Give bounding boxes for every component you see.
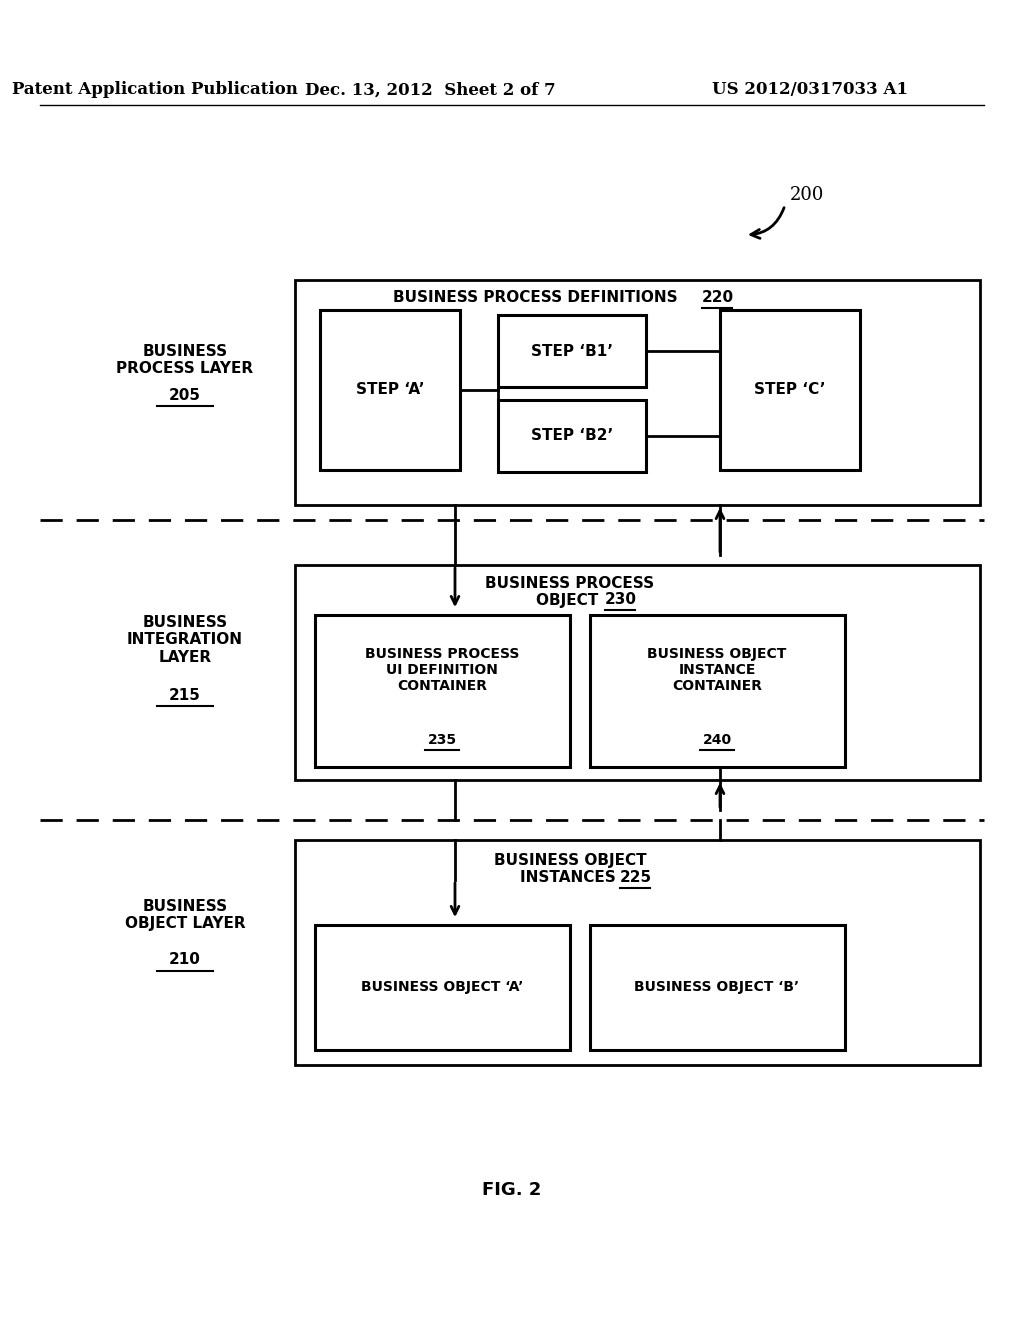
Text: 240: 240 [702, 733, 731, 747]
Text: 215: 215 [169, 688, 201, 702]
Text: INSTANCES: INSTANCES [519, 870, 621, 886]
Text: 225: 225 [620, 870, 652, 886]
Text: STEP ‘B1’: STEP ‘B1’ [531, 343, 613, 359]
Text: US 2012/0317033 A1: US 2012/0317033 A1 [712, 82, 908, 99]
Bar [315, 615, 570, 767]
Text: BUSINESS
OBJECT LAYER: BUSINESS OBJECT LAYER [125, 899, 246, 931]
Bar [498, 400, 646, 473]
Text: BUSINESS PROCESS: BUSINESS PROCESS [485, 576, 654, 590]
Text: BUSINESS OBJECT ‘B’: BUSINESS OBJECT ‘B’ [635, 979, 800, 994]
Text: BUSINESS PROCESS
UI DEFINITION
CONTAINER: BUSINESS PROCESS UI DEFINITION CONTAINER [365, 647, 519, 693]
Bar [590, 615, 845, 767]
Text: Dec. 13, 2012  Sheet 2 of 7: Dec. 13, 2012 Sheet 2 of 7 [305, 82, 555, 99]
Text: 230: 230 [605, 593, 637, 607]
Text: BUSINESS
INTEGRATION
LAYER: BUSINESS INTEGRATION LAYER [127, 615, 243, 665]
Text: 205: 205 [169, 388, 201, 403]
Text: BUSINESS OBJECT ‘A’: BUSINESS OBJECT ‘A’ [360, 979, 523, 994]
Text: STEP ‘C’: STEP ‘C’ [755, 383, 825, 397]
Bar [295, 565, 980, 780]
Text: 235: 235 [427, 733, 457, 747]
Text: STEP ‘A’: STEP ‘A’ [355, 383, 424, 397]
Bar [590, 925, 845, 1049]
Bar [498, 315, 646, 387]
Text: Patent Application Publication: Patent Application Publication [12, 82, 298, 99]
Text: BUSINESS OBJECT
INSTANCE
CONTAINER: BUSINESS OBJECT INSTANCE CONTAINER [647, 647, 786, 693]
Text: BUSINESS PROCESS DEFINITIONS: BUSINESS PROCESS DEFINITIONS [393, 290, 683, 305]
Bar [720, 310, 860, 470]
Bar [319, 310, 460, 470]
Text: FIG. 2: FIG. 2 [482, 1181, 542, 1199]
Text: BUSINESS
PROCESS LAYER: BUSINESS PROCESS LAYER [117, 343, 254, 376]
Text: 210: 210 [169, 953, 201, 968]
Text: OBJECT: OBJECT [537, 593, 604, 607]
FancyArrowPatch shape [751, 207, 784, 239]
Text: BUSINESS OBJECT: BUSINESS OBJECT [494, 853, 646, 867]
Text: 220: 220 [702, 290, 734, 305]
Bar [295, 280, 980, 506]
Bar [295, 840, 980, 1065]
Text: STEP ‘B2’: STEP ‘B2’ [530, 429, 613, 444]
Bar [315, 925, 570, 1049]
Text: 200: 200 [790, 186, 824, 205]
